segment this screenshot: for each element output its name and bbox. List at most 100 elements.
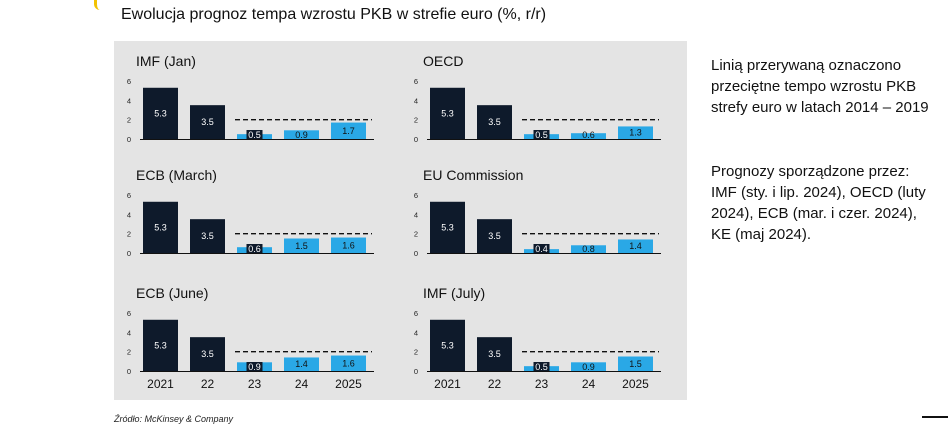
data-label: 0.9 [248,362,261,372]
data-label: 0.4 [535,244,548,254]
data-label: 1.6 [342,240,355,250]
data-label: 0.5 [535,362,548,372]
y-tick-label: 4 [414,96,418,105]
bar [190,219,225,253]
x-tick-label: 2025 [335,377,362,391]
bar [430,201,465,253]
y-tick-label: 2 [127,348,131,357]
bar [618,126,653,139]
y-tick-label: 6 [414,77,418,86]
data-label: 0.8 [582,244,595,254]
data-label: 3.5 [201,231,214,241]
bar [143,201,178,253]
y-tick-label: 6 [414,191,418,200]
bar [190,105,225,139]
data-label: 1.7 [342,126,355,136]
bar [331,355,366,371]
y-tick-label: 0 [414,135,418,144]
chart-2: OECD 0 2 4 6 5.3 3.5 0.5 0.6 1.3 [414,53,661,144]
bar [477,337,512,371]
data-label: 5.3 [441,340,454,350]
data-label: 1.4 [295,359,308,369]
x-tick-label: 2021 [147,377,174,391]
bar [571,133,606,139]
y-tick-label: 2 [127,230,131,239]
bar [190,337,225,371]
y-tick-label: 0 [127,135,131,144]
bar [618,239,653,253]
data-label: 1.4 [629,241,642,251]
bar [143,87,178,139]
y-tick-label: 6 [127,191,131,200]
data-label: 1.3 [629,128,642,138]
data-label: 3.5 [488,231,501,241]
y-tick-label: 2 [414,230,418,239]
bar-label-bg [246,244,263,253]
bar [571,362,606,371]
bar-label-bg [533,130,550,139]
bar [571,245,606,253]
y-tick-label: 4 [127,210,131,219]
y-tick-label: 0 [127,249,131,258]
data-label: 5.3 [154,108,167,118]
chart-title: ECB (March) [136,167,217,183]
chart-title: OECD [423,53,463,69]
x-tick-label: 2021 [434,377,461,391]
bar [430,87,465,139]
data-label: 5.3 [441,108,454,118]
data-label: 0.6 [248,244,261,254]
x-tick-label: 24 [582,377,596,391]
x-tick-label: 22 [488,377,502,391]
data-label: 3.5 [201,117,214,127]
forecasts-note: Prognozy sporządzone przez: IMF (sty. i … [711,163,926,243]
bar [618,356,653,371]
y-tick-label: 4 [414,328,418,337]
chart-title: EU Commission [423,167,523,183]
chart-4: EU Commission 0 2 4 6 5.3 3.5 0.4 0.8 1.4 [414,167,661,258]
bar [143,319,178,371]
x-tick-label: 23 [248,377,262,391]
y-tick-label: 2 [127,116,131,125]
data-label: 5.3 [154,222,167,232]
corner-line [922,416,948,418]
y-tick-label: 0 [414,249,418,258]
bar [477,105,512,139]
y-tick-label: 2 [414,348,418,357]
x-tick-label: 2025 [622,377,649,391]
dashed-line-note: Linią przerywaną oznaczono przeciętne te… [711,57,929,116]
y-tick-label: 4 [127,96,131,105]
data-label: 1.6 [342,358,355,368]
data-label: 5.3 [441,222,454,232]
x-tick-label: 22 [201,377,215,391]
bar [331,122,366,139]
bar [477,219,512,253]
bar-label-bg [246,130,263,139]
chart-panel: IMF (Jan) 0 2 4 6 5.3 3.5 0.5 0.9 1.7 OECD 0 2 4 6 5.3 3… [114,41,687,400]
chart-title: IMF (Jan) [136,53,196,69]
data-label: 1.5 [295,241,308,251]
bar-label-bg [533,244,550,253]
bar [284,357,319,371]
data-label: 3.5 [488,117,501,127]
y-tick-label: 2 [414,116,418,125]
data-label: 1.5 [629,359,642,369]
data-label: 0.9 [295,130,308,140]
y-tick-label: 4 [414,210,418,219]
y-tick-label: 0 [414,367,418,376]
bar [430,319,465,371]
data-label: 3.5 [488,349,501,359]
accent-mark [94,0,103,10]
y-tick-label: 4 [127,328,131,337]
data-label: 3.5 [201,349,214,359]
y-tick-label: 6 [127,309,131,318]
bar [284,130,319,139]
chart-title: ECB (June) [136,285,208,301]
y-tick-label: 6 [127,77,131,86]
data-label: 5.3 [154,340,167,350]
chart-title: IMF (July) [423,285,485,301]
data-label: 0.5 [535,130,548,140]
page-title: Ewolucja prognoz tempa wzrostu PKB w str… [121,6,547,23]
